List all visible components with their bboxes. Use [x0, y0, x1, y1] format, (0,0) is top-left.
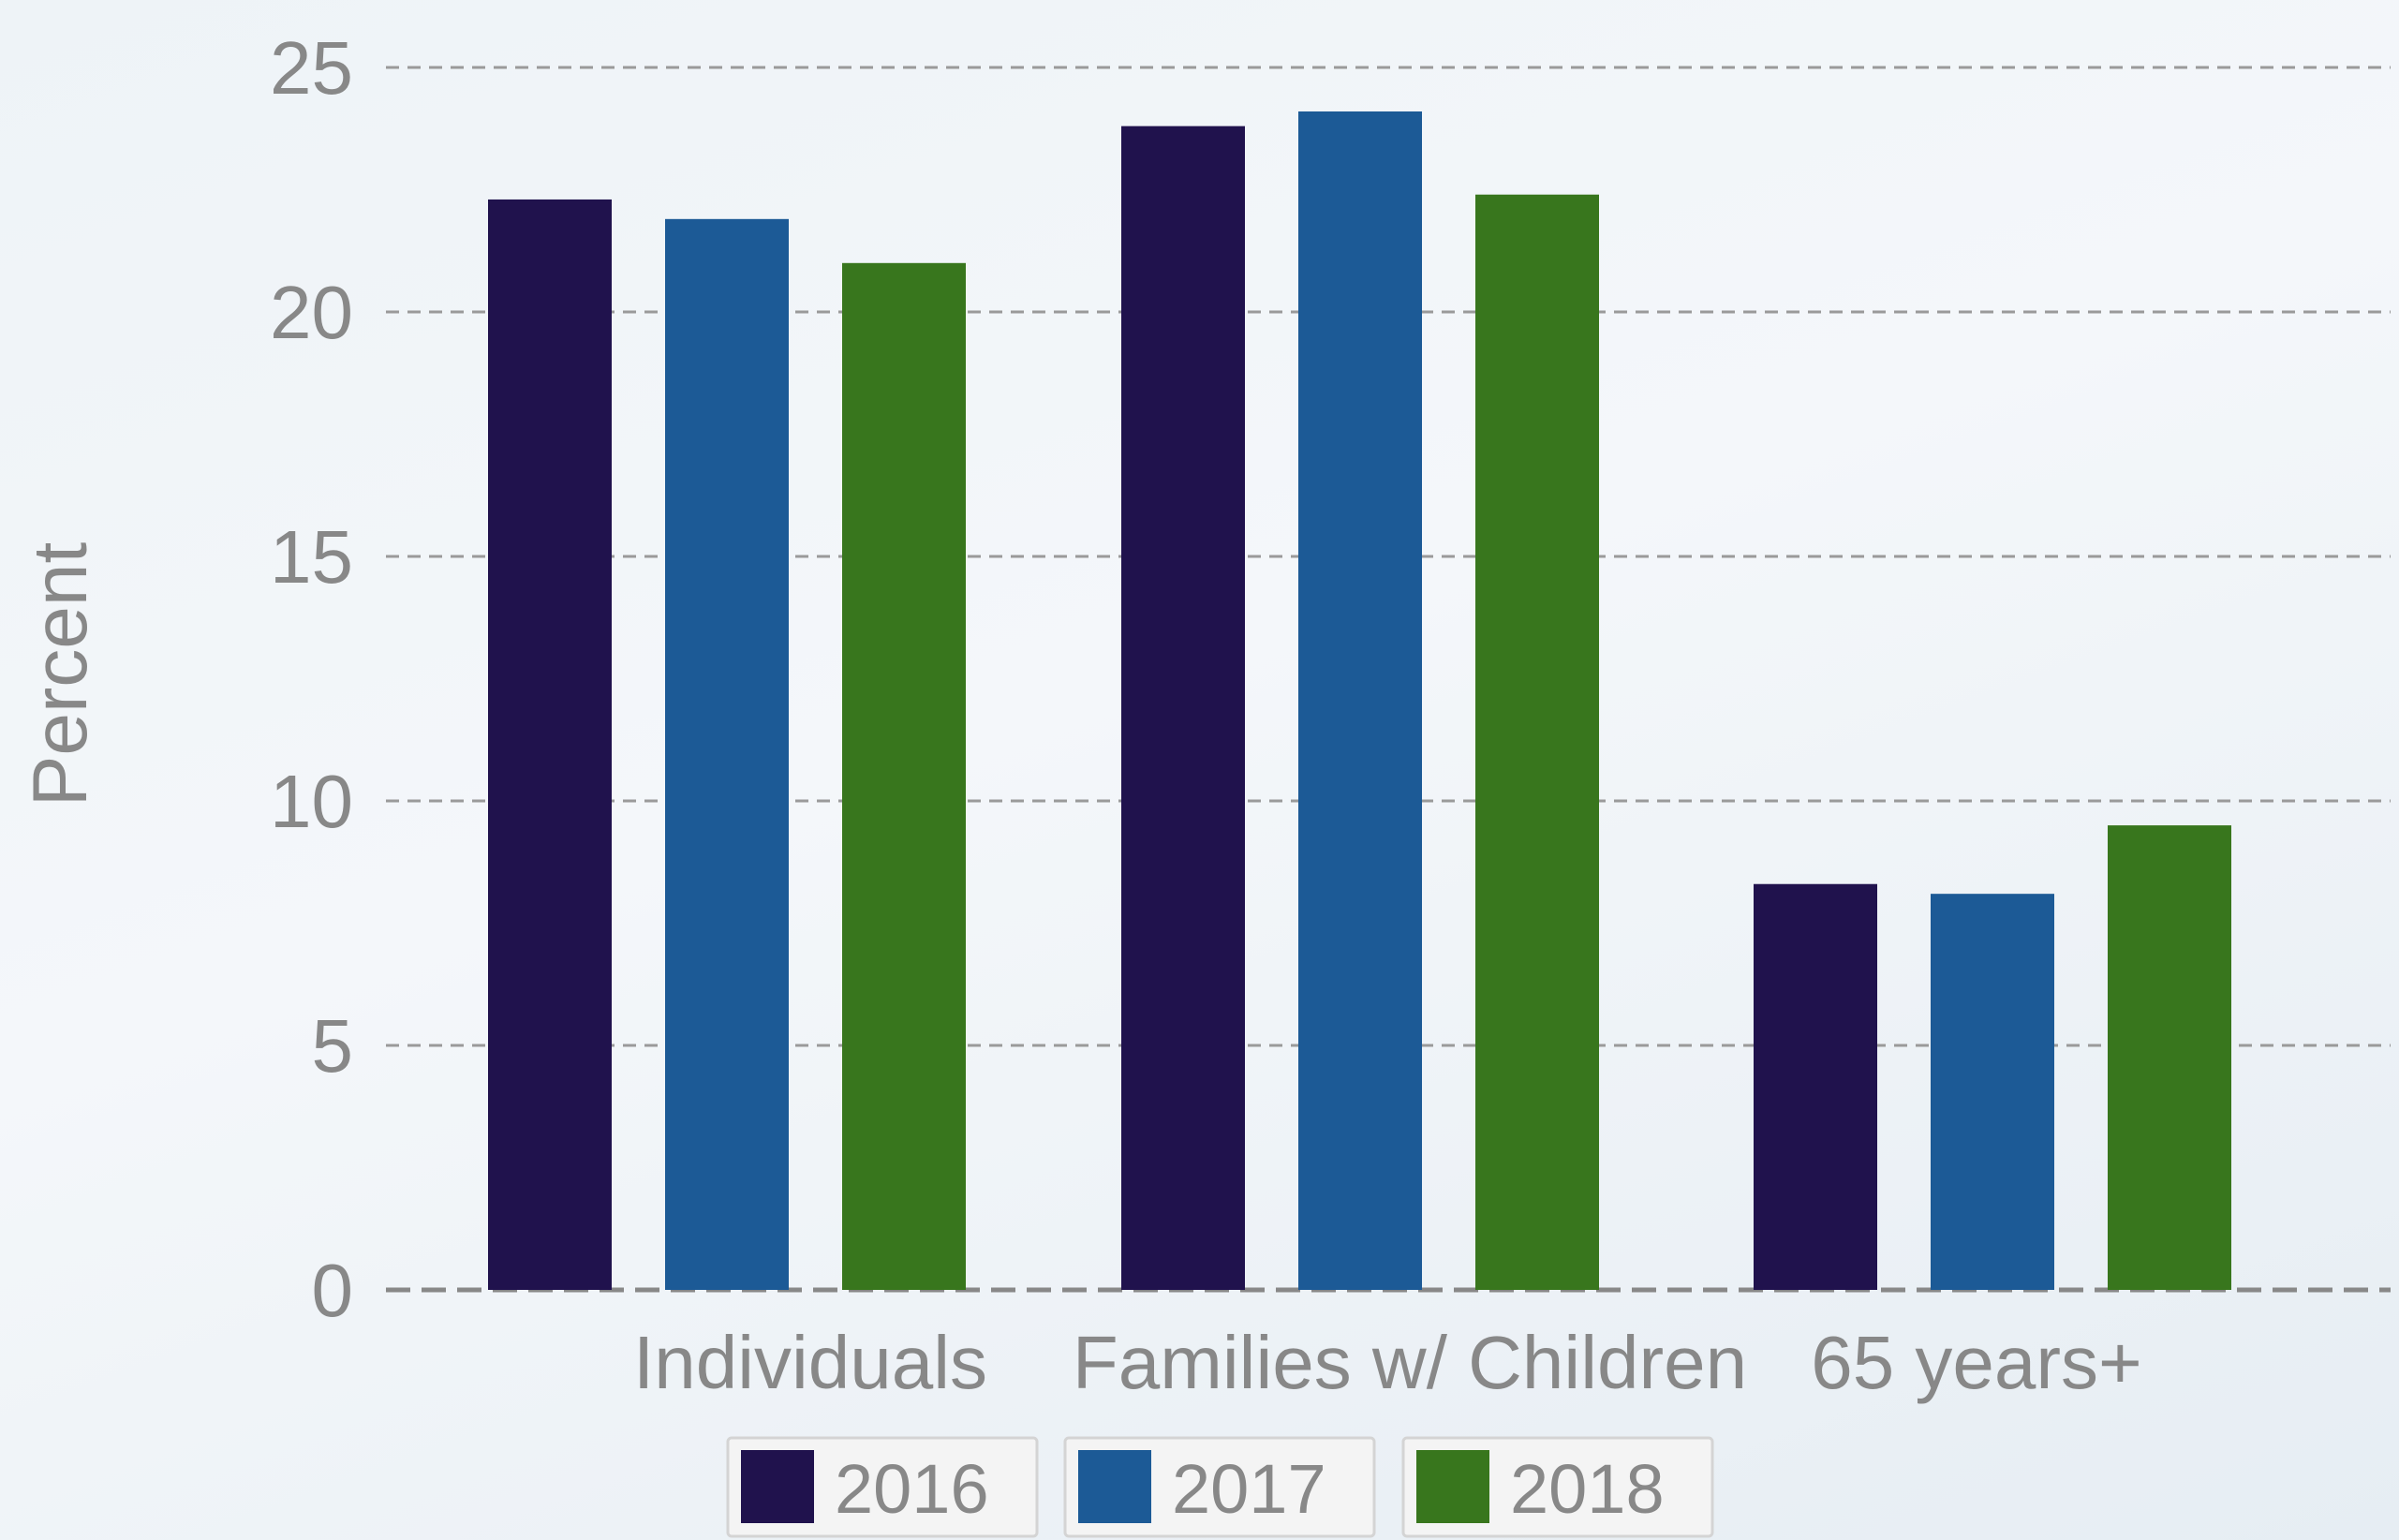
x-category-label: 65 years+ [1811, 1321, 2142, 1404]
y-tick-label: 25 [270, 26, 353, 110]
bar-2016-65-years[interactable] [1754, 883, 1877, 1290]
y-tick-label: 20 [270, 271, 353, 354]
legend-item-2018[interactable]: 2018 [1401, 1436, 1714, 1538]
bar-2018-65-years[interactable] [2108, 825, 2231, 1290]
bar-2016-families-w-children[interactable] [1121, 126, 1245, 1290]
legend-label: 2016 [835, 1450, 989, 1528]
y-tick-label: 5 [312, 1004, 354, 1088]
bar-2017-families-w-children[interactable] [1298, 111, 1422, 1291]
y-axis-title: Percent [18, 541, 103, 807]
bar-2018-families-w-children[interactable] [1475, 194, 1599, 1291]
legend-swatch [1078, 1450, 1151, 1523]
bar-2016-individuals[interactable] [488, 199, 612, 1291]
x-category-label: Individuals [633, 1321, 987, 1404]
bar-2017-65-years[interactable] [1931, 894, 2054, 1290]
y-axis-ticks: 0 5 10 15 20 25 [270, 26, 353, 1332]
y-tick-label: 0 [312, 1249, 354, 1332]
bars [488, 111, 2231, 1291]
legend-swatch [741, 1450, 814, 1523]
legend-label: 2018 [1510, 1450, 1665, 1528]
x-axis-labels: Individuals Families w/ Children 65 years+ [633, 1321, 2142, 1404]
legend-label: 2017 [1172, 1450, 1326, 1528]
legend-item-2017[interactable]: 2017 [1063, 1436, 1376, 1538]
legend-item-2016[interactable]: 2016 [726, 1436, 1039, 1538]
x-category-label: Families w/ Children [1073, 1321, 1747, 1404]
y-tick-label: 10 [270, 760, 353, 843]
bar-2018-individuals[interactable] [842, 262, 966, 1290]
y-tick-label: 15 [270, 515, 353, 599]
legend[interactable]: 2016 2017 2018 [726, 1436, 1714, 1538]
bar-2017-individuals[interactable] [665, 218, 789, 1290]
legend-swatch [1416, 1450, 1489, 1523]
